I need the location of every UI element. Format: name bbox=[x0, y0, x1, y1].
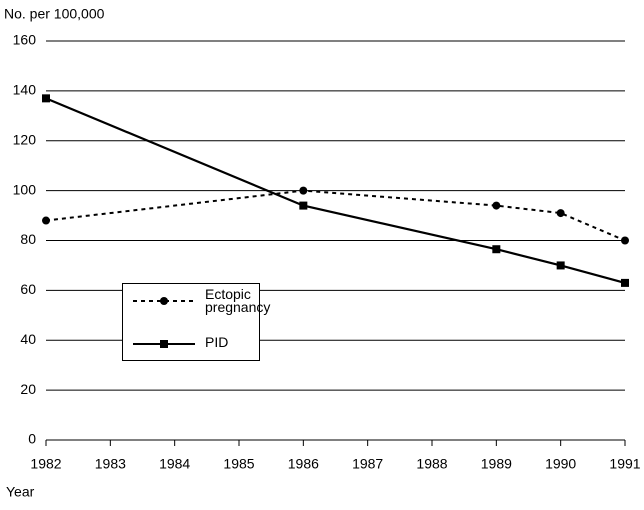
y-tick-label: 40 bbox=[20, 331, 36, 347]
y-axis-title: No. per 100,000 bbox=[4, 6, 105, 22]
y-tick-label: 60 bbox=[20, 281, 36, 297]
legend-symbols bbox=[133, 297, 195, 348]
legend-label: Ectopic pregnancy bbox=[205, 286, 271, 315]
point bbox=[299, 186, 308, 195]
x-tick-label: 1990 bbox=[545, 456, 576, 472]
x-tick-label: 1986 bbox=[288, 456, 319, 472]
y-tick-label: 20 bbox=[20, 381, 36, 397]
x-tick-label: 1982 bbox=[30, 456, 61, 472]
y-tick-label: 120 bbox=[13, 131, 37, 147]
point bbox=[42, 216, 50, 225]
x-tick-label: 1988 bbox=[416, 456, 447, 472]
series-line bbox=[45, 189, 626, 242]
y-tick-label: 0 bbox=[28, 431, 36, 447]
point bbox=[299, 201, 308, 210]
x-tick-label: 1989 bbox=[481, 456, 512, 472]
point bbox=[160, 297, 168, 305]
y-tick-label: 100 bbox=[13, 181, 37, 197]
point bbox=[556, 209, 565, 218]
x-tick-label: 1987 bbox=[352, 456, 383, 472]
legend: Ectopic pregnancy PID bbox=[122, 283, 271, 361]
point bbox=[621, 278, 629, 287]
point bbox=[492, 201, 501, 210]
x-tick-label: 1983 bbox=[95, 456, 126, 472]
x-tick-label: 1985 bbox=[223, 456, 254, 472]
legend-label: PID bbox=[205, 334, 229, 350]
point bbox=[621, 236, 629, 245]
x-axis-title: Year bbox=[6, 484, 35, 500]
y-tick-label: 160 bbox=[13, 32, 37, 48]
point bbox=[160, 340, 168, 348]
x-tick-label: 1984 bbox=[159, 456, 190, 472]
y-tick-label: 80 bbox=[20, 231, 36, 247]
y-tick-label: 140 bbox=[13, 82, 37, 98]
point bbox=[42, 94, 50, 103]
point bbox=[556, 261, 565, 270]
point bbox=[492, 245, 501, 254]
x-tick-label: 1991 bbox=[609, 456, 640, 472]
